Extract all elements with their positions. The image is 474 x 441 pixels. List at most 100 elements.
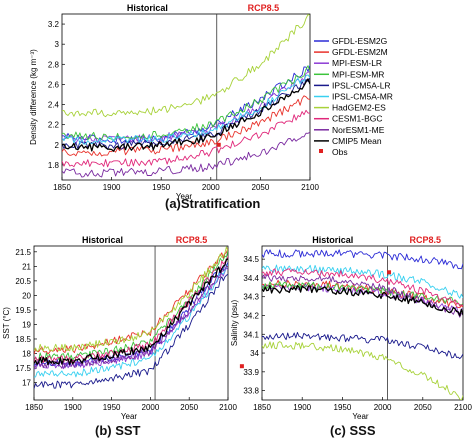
y-tick-label: 34 — [250, 349, 259, 358]
series-line-cesm1-bgc — [62, 109, 310, 168]
y-tick-label: 2.8 — [48, 60, 60, 69]
x-axis-label: Year — [352, 412, 369, 421]
period-label-historical: Historical — [312, 235, 353, 245]
period-label-historical: Historical — [127, 3, 168, 13]
x-tick-label: 1950 — [152, 183, 170, 192]
series-line-hadgem2-es — [262, 341, 463, 400]
y-tick-label: 1.8 — [48, 161, 60, 170]
period-label-rcp85: RCP8.5 — [176, 235, 208, 245]
y-tick-label: 17.5 — [15, 364, 31, 373]
y-tick-label: 3 — [55, 40, 60, 49]
legend-entry: CESM1-BGC — [332, 114, 383, 124]
series-line-gfdl-esm2m — [62, 95, 310, 157]
series-line-gfdl-esm2g — [262, 249, 463, 270]
series-line-hadgem2-es — [34, 246, 228, 352]
x-tick-label: 1850 — [53, 183, 71, 192]
y-tick-label: 34.2 — [243, 311, 259, 320]
obs-marker — [216, 142, 221, 147]
y-tick-label: 3.2 — [48, 20, 60, 29]
y-axis-label: Density difference (kg m⁻³) — [29, 49, 38, 145]
series-line-cmip5-mean — [262, 284, 463, 317]
x-tick-label: 2100 — [301, 183, 319, 192]
y-tick-label: 20 — [22, 291, 31, 300]
legend-entry: NorESM1-ME — [332, 125, 385, 135]
y-tick-label: 21 — [22, 262, 31, 271]
x-tick-label: 1900 — [293, 403, 311, 412]
series-line-cesm1-bgc — [262, 268, 463, 307]
legend-entry: MPI-ESM-MR — [332, 69, 384, 79]
y-tick-label: 2.6 — [48, 80, 60, 89]
series-line-noresm1-me — [62, 131, 310, 178]
legend-box — [311, 36, 471, 161]
x-tick-label: 2050 — [180, 403, 198, 412]
series-line-noresm1-me — [34, 265, 228, 369]
y-tick-label: 21.5 — [15, 248, 31, 257]
x-tick-label: 1850 — [253, 403, 271, 412]
y-tick-label: 34.3 — [243, 293, 259, 302]
series-line-hadgem2-es — [62, 14, 310, 118]
x-tick-label: 1900 — [64, 403, 82, 412]
chart-panel-b: 1850 1900 1950 2000 2050 2100 17 17.5 18 18.5 19 19… — [2, 235, 237, 421]
y-tick-label: 18.5 — [15, 335, 31, 344]
period-label-rcp85: RCP8.5 — [409, 235, 441, 245]
legend-obs-swatch — [319, 149, 323, 153]
series-line-mpi-esm-mr — [62, 65, 310, 142]
x-tick-label: 2000 — [202, 183, 220, 192]
legend-entry: HadGEM2-ES — [332, 103, 386, 113]
series-line-ipsl-cm5a-mr — [34, 264, 228, 378]
series-line-ipsl-cm5a-mr — [62, 74, 310, 145]
caption-stratification: (a)Stratification — [165, 196, 261, 211]
obs-marker — [239, 364, 244, 369]
legend-entry-obs: Obs — [332, 147, 348, 157]
x-axis-label: Year — [121, 412, 138, 421]
series-line-ipsl-cm5a-mr — [262, 264, 463, 299]
legend-entry: MPI-ESM-LR — [332, 58, 382, 68]
legend-entry: IPSL-CM5A-MR — [332, 92, 393, 102]
y-tick-label: 34.1 — [243, 330, 259, 339]
legend-entry: GFDL-ESM2G — [332, 36, 387, 46]
y-tick-label: 20.5 — [15, 277, 31, 286]
series-line-ipsl-cm5a-lr — [262, 331, 463, 360]
series-line-gfdl-esm2m — [262, 279, 463, 309]
caption-sst: (b) SST — [95, 423, 141, 438]
x-axis-label: Year — [176, 192, 193, 201]
y-tick-label: 19.5 — [15, 306, 31, 315]
period-label-rcp85: RCP8.5 — [248, 3, 280, 13]
x-tick-label: 2050 — [414, 403, 432, 412]
series-line-mpi-esm-mr — [262, 281, 463, 306]
series-line-ipsl-cm5a-lr — [34, 273, 228, 389]
x-tick-label: 2100 — [219, 403, 237, 412]
legend-entry: GFDL-ESM2M — [332, 47, 388, 57]
period-label-historical: Historical — [82, 235, 123, 245]
x-tick-label: 1900 — [103, 183, 121, 192]
y-tick-label: 18 — [22, 350, 31, 359]
plot-area — [33, 245, 229, 401]
x-tick-label: 1950 — [103, 403, 121, 412]
x-tick-label: 2100 — [454, 403, 472, 412]
legend-entry: CMIP5 Mean — [332, 136, 382, 146]
x-tick-label: 2000 — [374, 403, 392, 412]
y-tick-label: 2.2 — [48, 121, 60, 130]
legend-entry: IPSL-CM5A-LR — [332, 80, 391, 90]
series-group — [262, 249, 463, 400]
y-tick-label: 33.8 — [243, 387, 259, 396]
series-line-ipsl-cm5a-lr — [62, 77, 310, 150]
y-tick-label: 33.9 — [243, 368, 259, 377]
x-tick-label: 1850 — [25, 403, 43, 412]
caption-sss: (c) SSS — [330, 423, 376, 438]
series-line-cmip5-mean — [62, 78, 310, 152]
series-group — [34, 246, 228, 389]
y-axis-label: SST (°C) — [2, 307, 11, 339]
plot-area — [61, 13, 311, 181]
series-line-cmip5-mean — [34, 258, 228, 366]
x-tick-label: 1950 — [334, 403, 352, 412]
y-axis-label: Salinity (psu) — [230, 300, 239, 347]
y-tick-label: 34.4 — [243, 274, 259, 283]
chart-panel-a: 1850 1900 1950 2000 2050 2100 1.8 2 2.2 2.4 2.6 2.8… — [29, 3, 471, 201]
plot-area — [261, 245, 464, 401]
y-tick-label: 19 — [22, 320, 31, 329]
y-tick-label: 2 — [55, 141, 60, 150]
y-tick-label: 34.5 — [243, 255, 259, 264]
chart-panel-c: 1850 1900 1950 2000 2050 2100 33.8 33.9 34 34.1 34… — [230, 235, 472, 421]
